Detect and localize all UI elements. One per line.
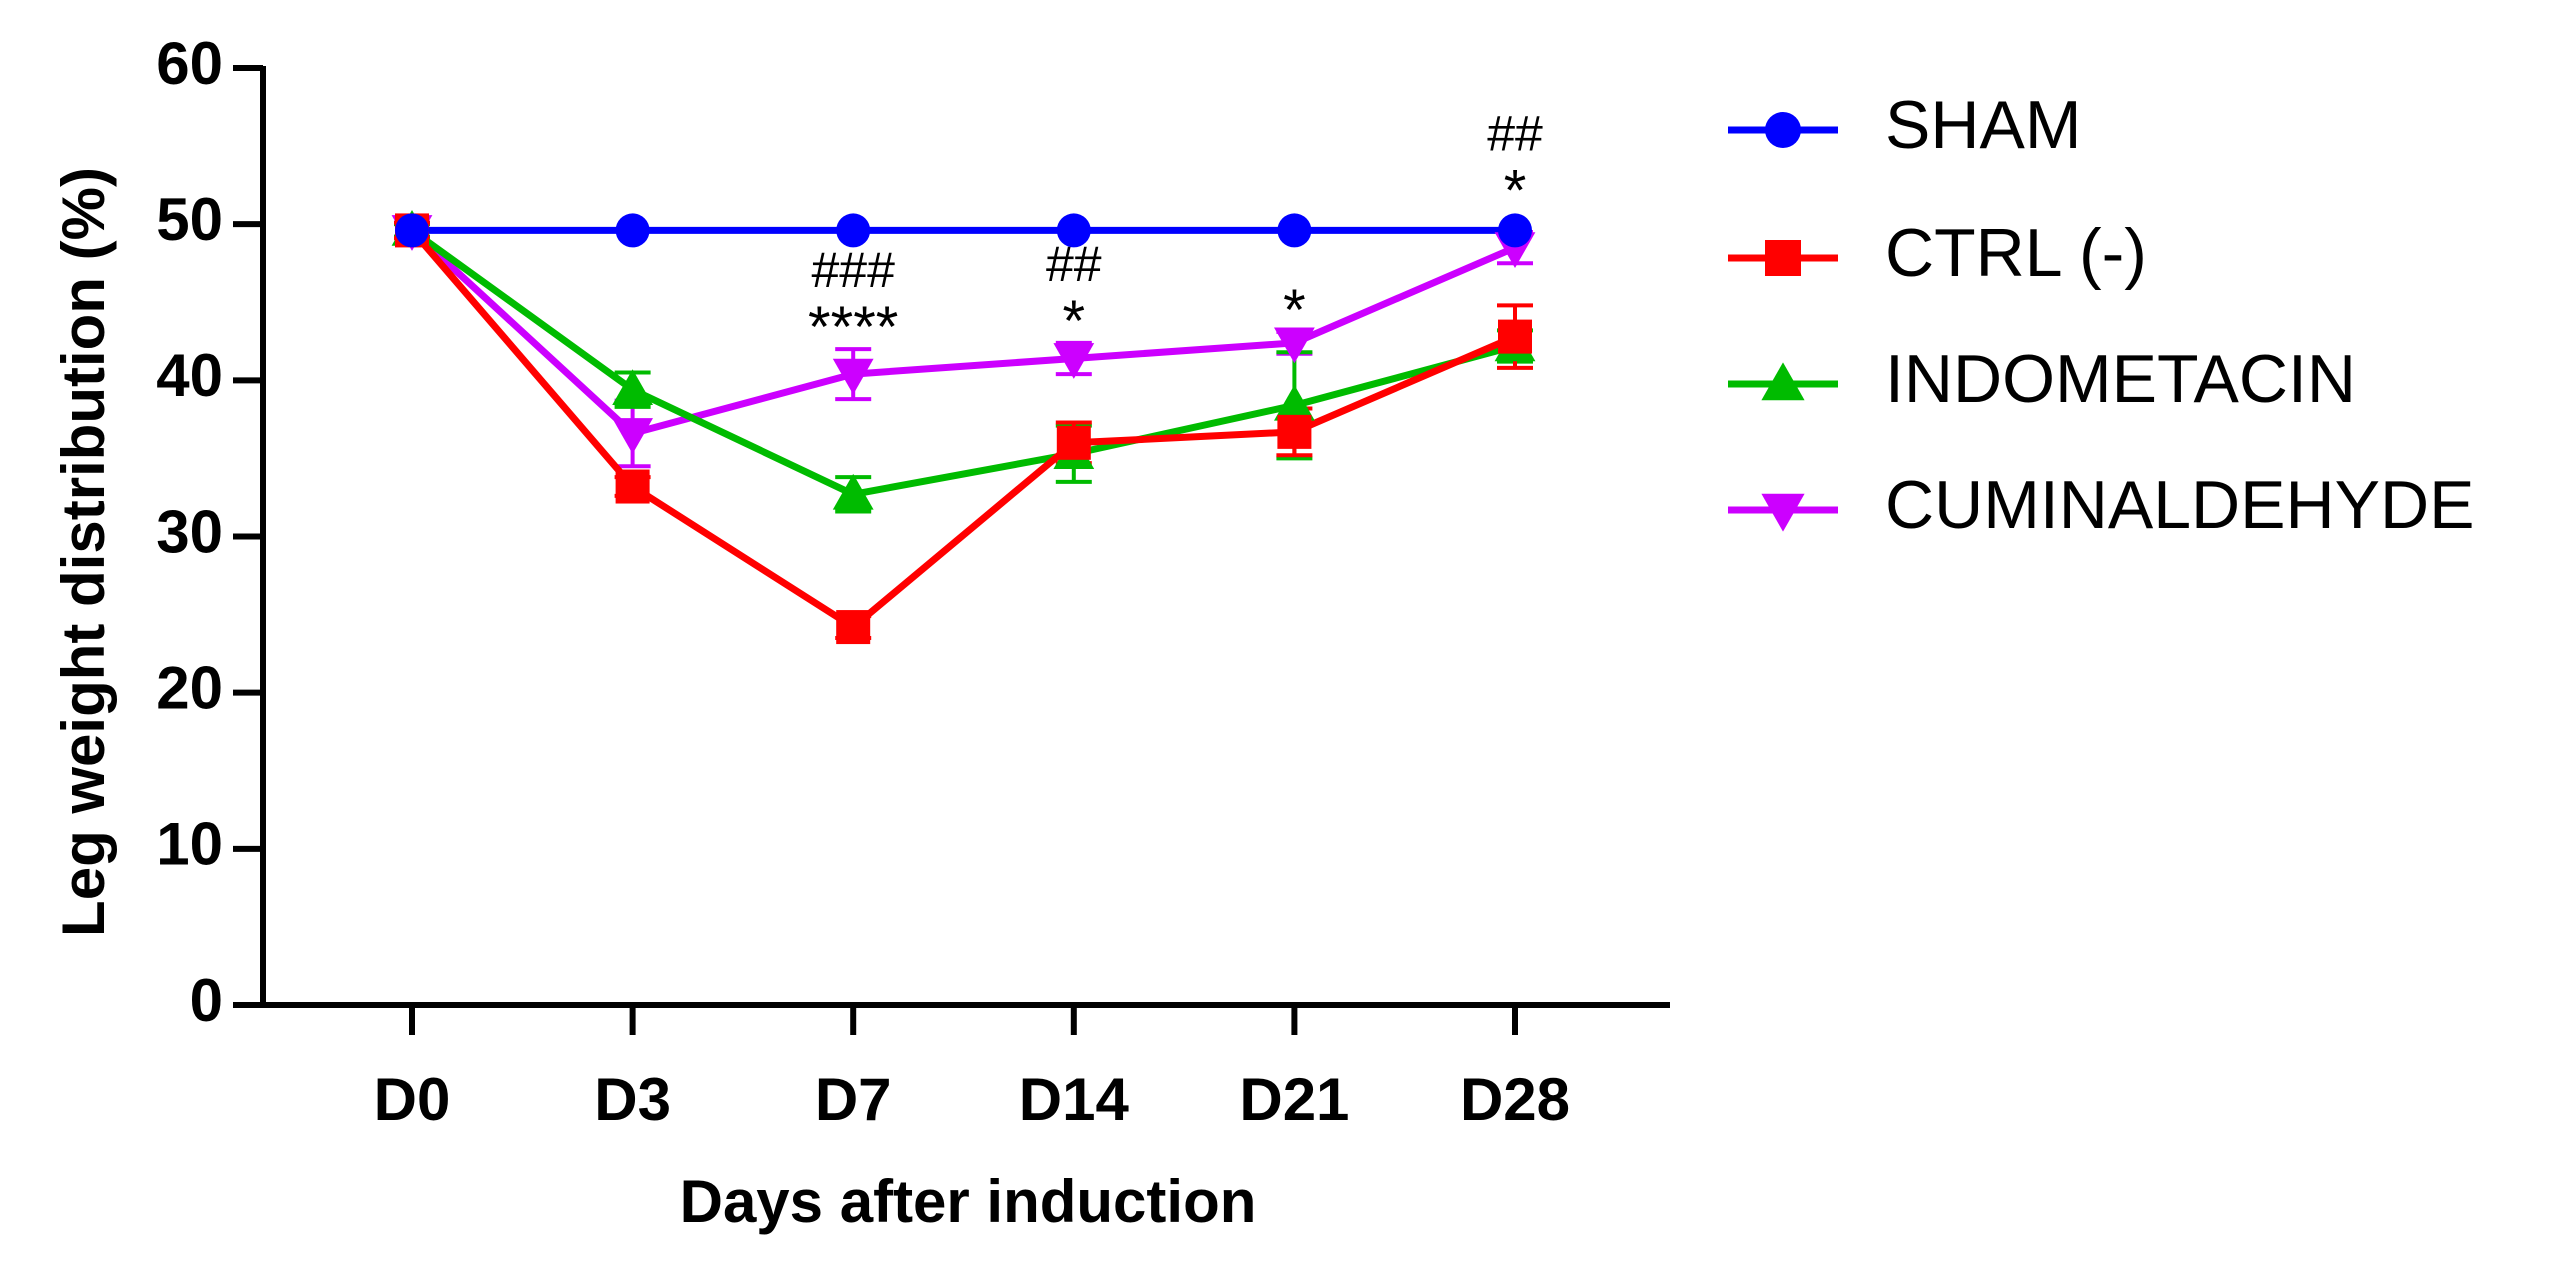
legend-label-cuminaldehyde: CUMINALDEHYDE bbox=[1885, 467, 2474, 543]
point-ctrl-D28 bbox=[1498, 319, 1532, 354]
point-cuminaldehyde-D7 bbox=[832, 358, 874, 395]
legend-marker-cuminaldehyde bbox=[1761, 493, 1805, 532]
x-tick-label-D28: D28 bbox=[1460, 1066, 1570, 1133]
significance-annotations: ****###*##**## bbox=[808, 105, 1543, 360]
legend-label-indometacin: INDOMETACIN bbox=[1885, 341, 2356, 417]
point-indometacin-D7 bbox=[832, 473, 874, 510]
annotation-D7-hashes: ### bbox=[811, 242, 895, 298]
y-tick-label-10: 10 bbox=[156, 811, 223, 878]
legend-label-sham: SHAM bbox=[1885, 87, 2081, 163]
legend: SHAM CTRL (-) INDOMETACIN CUMINALDEHYDE bbox=[1728, 87, 2474, 543]
x-tick-label-D14: D14 bbox=[1019, 1066, 1130, 1133]
point-sham-D3 bbox=[615, 213, 650, 248]
y-tick-label-40: 40 bbox=[156, 342, 223, 409]
y-tick-label-20: 20 bbox=[156, 655, 223, 722]
legend-marker-indometacin bbox=[1761, 362, 1805, 401]
point-sham-D0 bbox=[395, 213, 429, 248]
annotation-D21-stars: * bbox=[1283, 278, 1306, 343]
series-line-indometacin bbox=[409, 227, 1516, 498]
point-indometacin-D3 bbox=[612, 369, 653, 406]
annotation-D28-hashes: ## bbox=[1487, 105, 1543, 161]
point-sham-D28 bbox=[1498, 213, 1532, 248]
annotation-D28-stars: * bbox=[1504, 158, 1527, 223]
y-tick-label-60: 60 bbox=[156, 30, 223, 97]
point-cuminaldehyde-D3 bbox=[612, 418, 653, 454]
error-bars bbox=[394, 220, 1533, 641]
annotation-D14-stars: * bbox=[1063, 289, 1086, 354]
x-axis-title: Days after induction bbox=[680, 1168, 1257, 1235]
axes: 0 10 20 30 40 50 60 D0 D3 D7 D14 D21 D28 bbox=[156, 30, 1670, 1133]
y-tick-label-50: 50 bbox=[156, 186, 223, 253]
point-sham-D14 bbox=[1056, 213, 1091, 248]
point-sham-D7 bbox=[836, 213, 871, 248]
point-ctrl-D7 bbox=[836, 610, 871, 645]
x-tick-label-D7: D7 bbox=[815, 1066, 892, 1133]
x-tick-label-D0: D0 bbox=[374, 1066, 451, 1133]
legend-marker-sham bbox=[1765, 112, 1801, 148]
y-tick-label-30: 30 bbox=[156, 498, 223, 565]
point-cuminaldehyde-D21 bbox=[1274, 327, 1315, 364]
legend-label-ctrl: CTRL (-) bbox=[1885, 215, 2147, 291]
point-ctrl-D21 bbox=[1277, 414, 1312, 449]
x-tick-label-D21: D21 bbox=[1239, 1066, 1349, 1133]
series-line-ctrl bbox=[409, 228, 1517, 631]
point-cuminaldehyde-D14 bbox=[1053, 343, 1095, 379]
annotation-D14-hashes: ## bbox=[1046, 236, 1102, 292]
y-tick-label-0: 0 bbox=[190, 967, 223, 1034]
point-ctrl-D3 bbox=[615, 469, 650, 504]
series-markers bbox=[391, 210, 1536, 645]
annotation-D7-stars: **** bbox=[808, 295, 898, 360]
point-indometacin-D21 bbox=[1274, 384, 1315, 421]
legend-marker-ctrl bbox=[1765, 240, 1801, 276]
x-tick-label-D3: D3 bbox=[594, 1066, 671, 1133]
point-sham-D21 bbox=[1277, 213, 1312, 248]
point-ctrl-D14 bbox=[1056, 425, 1091, 460]
series-line-cuminaldehyde bbox=[409, 227, 1517, 437]
series-lines bbox=[409, 226, 1517, 631]
y-axis-title: Leg weight distribution (%) bbox=[50, 167, 117, 937]
